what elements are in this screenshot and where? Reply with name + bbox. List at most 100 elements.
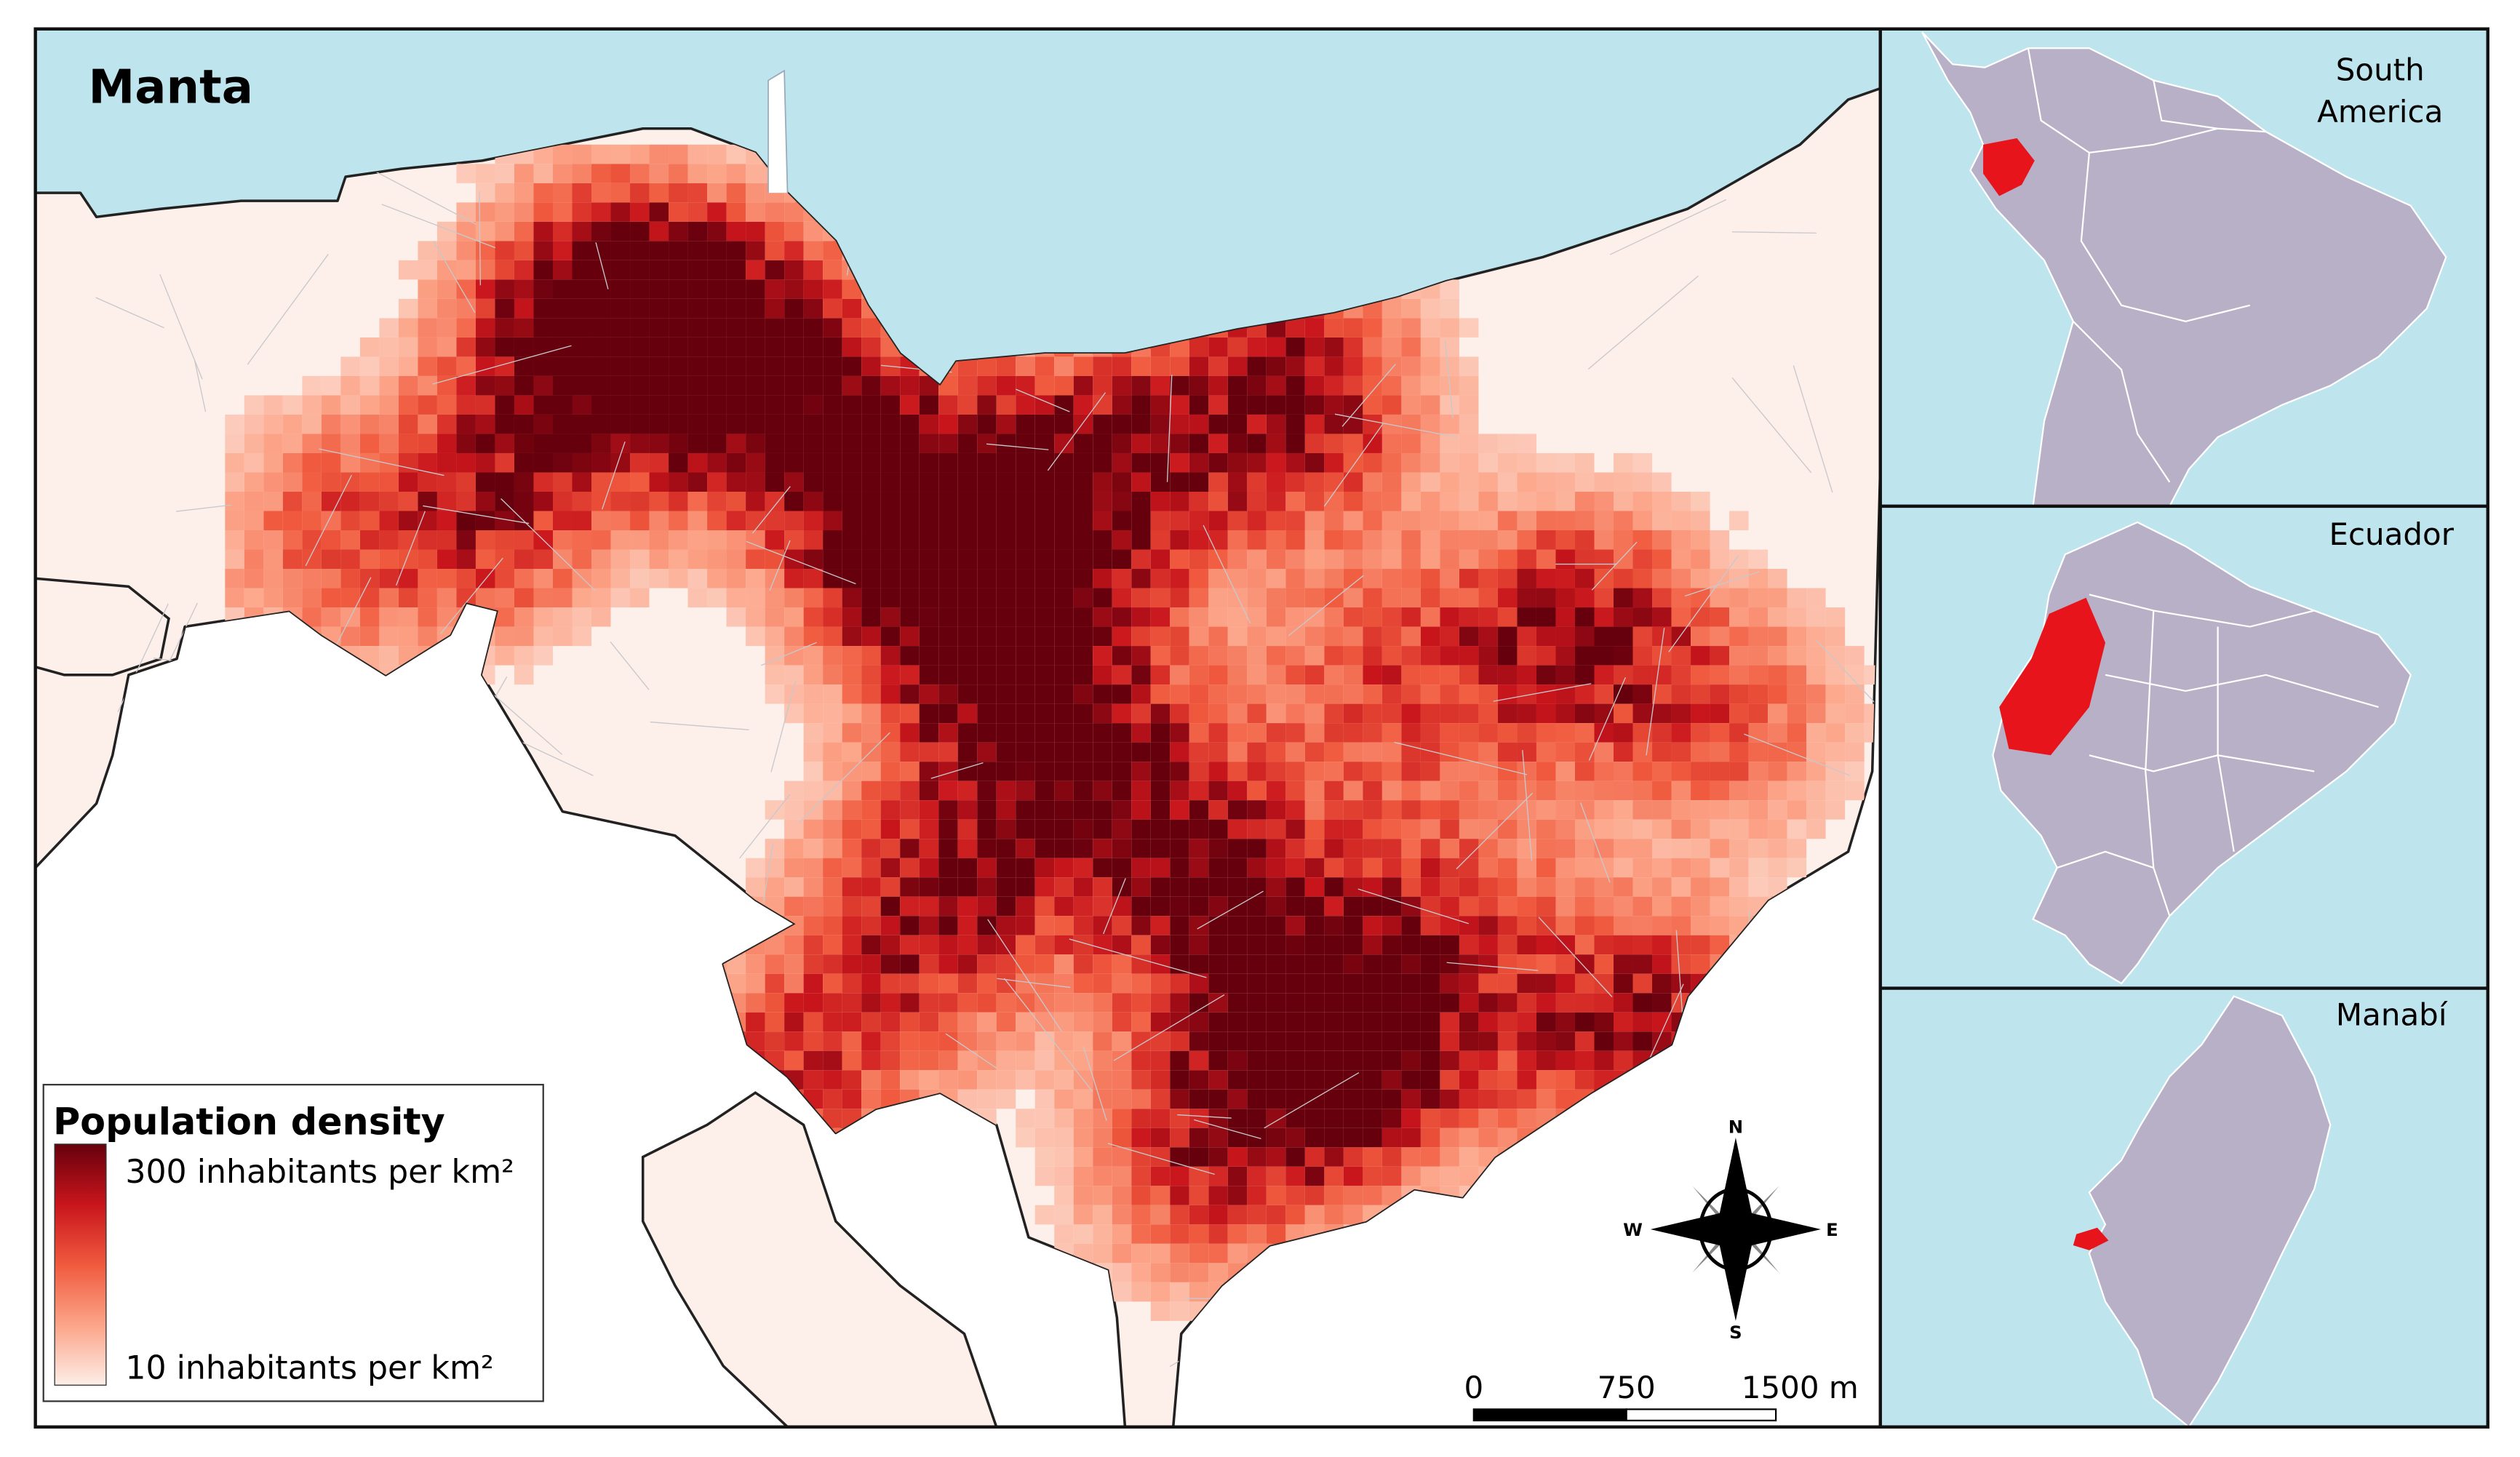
- density-cell: [1054, 1166, 1074, 1186]
- parcel-boundary: [1522, 750, 1533, 861]
- density-cell: [1614, 916, 1633, 935]
- density-cell: [1054, 375, 1074, 396]
- density-cell: [1440, 762, 1459, 781]
- density-cell: [938, 452, 958, 473]
- density-cell: [1517, 1050, 1536, 1071]
- density-cell: [1671, 896, 1691, 917]
- density-cell: [861, 781, 881, 801]
- density-cell: [1093, 1205, 1112, 1225]
- density-cell: [1208, 916, 1228, 935]
- density-cell: [1401, 549, 1421, 570]
- density-cell: [1401, 337, 1421, 357]
- density-cell: [669, 549, 688, 570]
- density-cell: [669, 356, 688, 376]
- density-cell: [1381, 491, 1402, 511]
- density-cell: [1170, 1147, 1189, 1167]
- density-cell: [1112, 1186, 1132, 1205]
- density-cell: [1594, 935, 1614, 955]
- density-cell: [1729, 819, 1749, 839]
- density-cell: [726, 549, 746, 570]
- density-cell: [1517, 472, 1536, 492]
- density-cell: [418, 318, 437, 338]
- density-cell: [359, 491, 380, 511]
- density-cell: [1632, 839, 1653, 858]
- density-cell: [1574, 1031, 1595, 1051]
- density-cell: [1381, 607, 1402, 627]
- density-cell: [1208, 1012, 1228, 1032]
- density-cell: [1768, 723, 1787, 743]
- density-cell: [996, 973, 1016, 994]
- density-cell: [746, 549, 765, 570]
- density-cell: [533, 260, 553, 280]
- density-cell: [1266, 337, 1286, 357]
- density-cell: [1632, 646, 1653, 666]
- density-cell: [1459, 1031, 1479, 1051]
- density-cell: [880, 993, 901, 1013]
- density-cell: [572, 221, 592, 241]
- density-cell: [1227, 954, 1248, 974]
- density-cell: [1073, 491, 1093, 511]
- density-cell: [1381, 742, 1402, 762]
- density-cell: [302, 452, 322, 473]
- density-cell: [1536, 665, 1556, 685]
- density-cell: [1016, 742, 1035, 762]
- density-cell: [1401, 684, 1421, 704]
- density-cell: [803, 954, 824, 974]
- density-cell: [1691, 530, 1710, 550]
- density-cell: [1401, 839, 1421, 858]
- density-cell: [1304, 781, 1325, 801]
- density-cell: [1343, 954, 1363, 974]
- density-cell: [938, 993, 958, 1013]
- density-cell: [1381, 646, 1402, 666]
- density-cell: [1073, 916, 1093, 935]
- density-cell: [687, 144, 708, 164]
- density-cell: [1093, 491, 1112, 511]
- density-cell: [919, 684, 939, 704]
- density-cell: [1594, 742, 1614, 762]
- density-cell: [957, 839, 978, 858]
- density-cell: [475, 414, 495, 434]
- density-cell: [880, 858, 901, 878]
- density-cell: [1170, 1243, 1189, 1264]
- density-cell: [938, 800, 958, 820]
- density-cell: [1381, 588, 1402, 608]
- density-cell: [746, 569, 765, 588]
- density-cell: [1073, 434, 1093, 453]
- density-cell: [1729, 839, 1749, 858]
- density-cell: [1710, 646, 1730, 666]
- density-cell: [1170, 1127, 1189, 1148]
- density-cell: [1363, 1186, 1382, 1205]
- density-cell: [707, 144, 727, 164]
- density-cell: [1016, 723, 1035, 743]
- density-cell: [1343, 877, 1363, 897]
- density-cell: [1324, 646, 1344, 666]
- density-cell: [1208, 781, 1228, 801]
- density-cell: [823, 1089, 842, 1109]
- density-cell: [707, 337, 727, 357]
- density-cell: [1324, 684, 1344, 704]
- density-cell: [1671, 646, 1691, 666]
- density-cell: [1420, 607, 1440, 627]
- density-cell: [1710, 607, 1730, 627]
- density-cell: [1343, 1147, 1363, 1167]
- density-cell: [282, 491, 303, 511]
- density-cell: [803, 1012, 824, 1032]
- density-cell: [379, 434, 399, 453]
- density-cell: [977, 414, 997, 434]
- density-cell: [1343, 588, 1363, 608]
- parcel-boundary: [1334, 413, 1457, 438]
- density-cell: [919, 916, 939, 935]
- density-cell: [1381, 375, 1402, 396]
- density-cell: [1691, 549, 1710, 570]
- density-cell: [1768, 646, 1787, 666]
- density-cell: [591, 183, 611, 203]
- density-cell: [649, 298, 669, 319]
- density-cell: [842, 1050, 862, 1071]
- density-cell: [1729, 858, 1749, 878]
- density-cell: [1093, 626, 1112, 647]
- parcel-boundary: [1003, 978, 1093, 1093]
- density-cell: [1247, 665, 1267, 685]
- density-cell: [707, 569, 727, 588]
- density-cell: [225, 472, 244, 492]
- density-cell: [1247, 973, 1267, 994]
